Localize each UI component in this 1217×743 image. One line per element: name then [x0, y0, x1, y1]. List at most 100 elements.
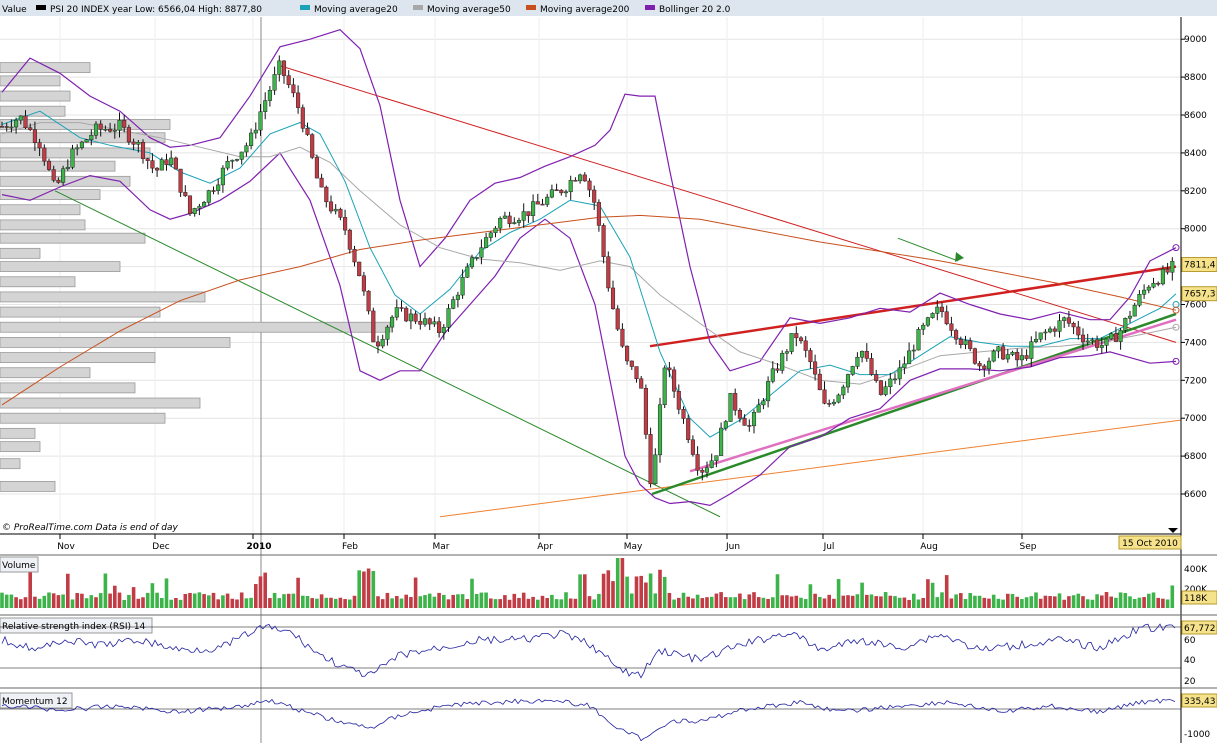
candle-body — [173, 157, 178, 170]
x-tick-label: Aug — [920, 542, 938, 552]
candle-body — [187, 195, 193, 214]
candle-body — [37, 142, 42, 149]
candle-body — [1024, 355, 1029, 359]
candle-body — [714, 455, 719, 462]
legend-swatch — [526, 5, 536, 10]
volume-bar — [888, 595, 893, 608]
candle-body — [263, 100, 268, 112]
overlay-end-marker — [1172, 323, 1180, 331]
volume-bar — [789, 596, 794, 608]
volume-bar — [846, 595, 850, 608]
volume-bar — [1067, 596, 1071, 608]
volume-bar — [1085, 599, 1090, 608]
volume-profile-bar — [0, 412, 166, 424]
candle-body — [911, 349, 916, 352]
candle-body — [1109, 333, 1114, 340]
candle-body — [1137, 294, 1142, 306]
candle-body — [958, 339, 963, 345]
volume-bar — [108, 593, 112, 608]
volume-bar — [493, 599, 498, 608]
candle-body — [554, 189, 559, 191]
rsi-label-box — [0, 617, 153, 634]
volume-bar — [611, 581, 615, 608]
legend: Value PSI 20 INDEX year Low: 6566,04 High… — [2, 5, 731, 15]
candle-body — [733, 393, 738, 411]
y-tick-label: 6600 — [1184, 490, 1207, 500]
volume-bar — [512, 593, 517, 608]
candle-body — [860, 350, 865, 358]
volume-bar — [390, 598, 394, 608]
candle-body — [563, 191, 569, 194]
volume-bar — [620, 558, 625, 608]
candle-body — [921, 324, 926, 330]
green-trendline-down — [54, 190, 721, 518]
y-tick-label: 6800 — [1184, 452, 1207, 462]
candle-body — [220, 167, 225, 186]
volume-bar — [771, 597, 775, 608]
volume-bar — [1137, 597, 1142, 608]
y-tick-label: 7200 — [1184, 376, 1207, 386]
volume-bar — [818, 596, 822, 608]
candle-body — [451, 299, 456, 309]
legend-bar — [0, 0, 1217, 16]
candle-body — [498, 218, 503, 229]
candle-body — [488, 232, 493, 238]
volume-bar — [51, 593, 56, 608]
candle-body — [380, 339, 385, 347]
y-tick-label: 8800 — [1184, 73, 1207, 83]
candle-body — [338, 208, 343, 218]
candle-body — [540, 203, 545, 206]
volume-profile-bar — [0, 219, 86, 231]
candle-body — [1001, 346, 1006, 360]
candle-body — [1085, 340, 1090, 343]
volume-bar — [338, 597, 343, 608]
volume-profile-bar — [0, 90, 71, 102]
volume-bar — [474, 594, 479, 608]
volume-bar — [183, 593, 188, 608]
candle-body — [1113, 333, 1118, 342]
volume-bar — [301, 595, 305, 608]
candle-body — [371, 310, 376, 343]
candle-body — [150, 160, 155, 169]
candle-body — [1090, 339, 1095, 342]
volume-bar — [926, 579, 930, 608]
candle-body — [1165, 268, 1170, 273]
candle-body — [117, 119, 122, 131]
volume-bar — [352, 595, 357, 608]
volume-bar — [944, 575, 949, 608]
candle-body — [798, 337, 804, 342]
volume-last-label: 118K — [1184, 594, 1208, 604]
scroll-marker-icon[interactable] — [1168, 528, 1178, 533]
volume-bar — [597, 593, 601, 608]
legend-label: Value — [2, 5, 27, 15]
volume-bar — [1076, 593, 1081, 608]
volume-bar — [376, 596, 380, 608]
volume-bar — [155, 592, 159, 608]
volume-bar — [954, 594, 958, 608]
candle-body — [601, 225, 606, 257]
volume-bar — [630, 593, 634, 608]
x-tick-label: Dec — [152, 542, 169, 552]
y-tick-label: 7600 — [1184, 301, 1207, 311]
momentum-axis: -1000 335,43 — [1181, 693, 1217, 740]
volume-bar — [573, 598, 578, 608]
volume-bar — [310, 598, 314, 608]
candle-body — [192, 208, 197, 214]
candle-body — [831, 401, 836, 405]
volume-bar — [658, 569, 662, 608]
volume-bar — [216, 599, 220, 608]
candle-body — [333, 208, 338, 212]
momentum-last-badge — [1181, 693, 1217, 708]
candle-body — [582, 174, 587, 182]
candle-body — [239, 151, 244, 160]
volume-bar — [272, 592, 277, 608]
candle-body — [390, 316, 395, 328]
volume-bar — [47, 592, 51, 608]
candle-body — [606, 256, 611, 289]
volume-bar — [442, 594, 446, 608]
candle-body — [845, 374, 851, 388]
volume-bar — [207, 595, 211, 608]
volume-bar — [225, 593, 230, 608]
candle-body — [996, 346, 1001, 352]
